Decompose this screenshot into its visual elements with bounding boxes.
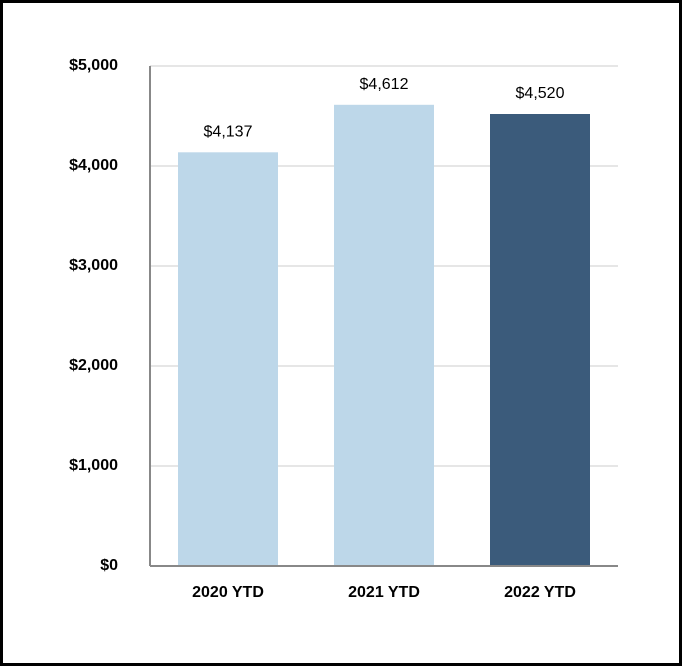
x-tick-label: 2022 YTD — [504, 584, 576, 601]
x-tick-label: 2021 YTD — [348, 584, 420, 601]
y-tick-label: $5,000 — [69, 57, 118, 74]
x-tick-label: 2020 YTD — [192, 584, 264, 601]
value-label: $4,137 — [204, 124, 253, 141]
bar — [490, 114, 590, 566]
y-tick-label: $4,000 — [69, 157, 118, 174]
bar — [178, 152, 278, 567]
bar — [334, 104, 434, 567]
y-tick-label: $3,000 — [69, 257, 118, 274]
value-label: $4,520 — [516, 85, 565, 102]
y-tick-label: $2,000 — [69, 357, 118, 374]
value-label: $4,612 — [360, 76, 409, 93]
y-tick-label: $1,000 — [69, 457, 118, 474]
y-tick-label: $0 — [100, 557, 118, 574]
